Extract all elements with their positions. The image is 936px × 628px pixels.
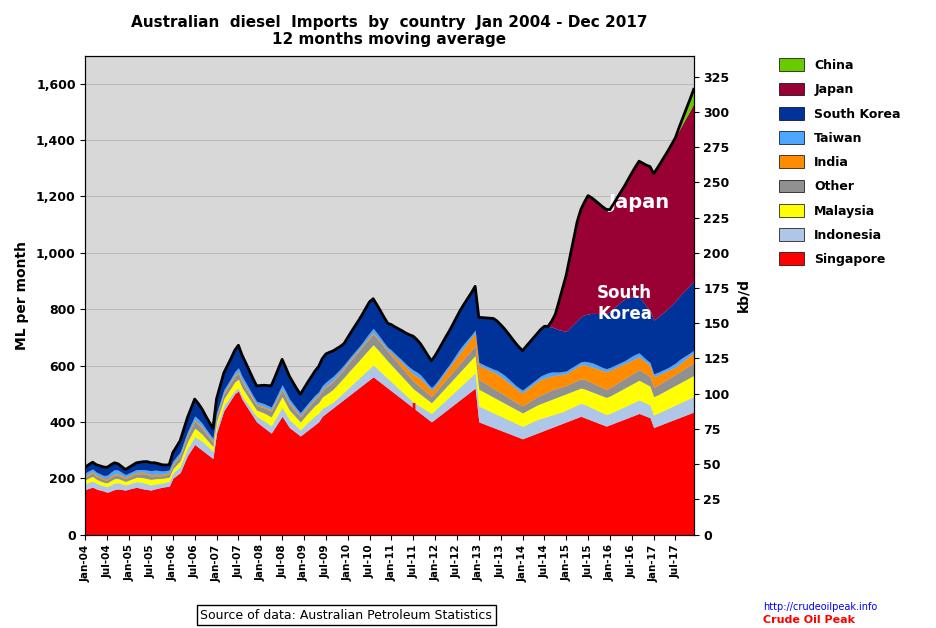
- Text: Crude Oil Peak: Crude Oil Peak: [763, 615, 855, 625]
- Text: Japan: Japan: [608, 193, 669, 212]
- Y-axis label: ML per month: ML per month: [15, 241, 29, 350]
- Text: http://crudeoilpeak.info: http://crudeoilpeak.info: [763, 602, 877, 612]
- Title: Australian  diesel  Imports  by  country  Jan 2004 - Dec 2017
12 months moving a: Australian diesel Imports by country Jan…: [131, 15, 648, 47]
- Y-axis label: kb/d: kb/d: [737, 278, 751, 312]
- Text: South
Korea: South Korea: [597, 284, 652, 323]
- Text: Diesel
imports from
Singapore: Diesel imports from Singapore: [335, 403, 447, 452]
- Text: Source of data: Australian Petroleum Statistics: Source of data: Australian Petroleum Sta…: [200, 609, 492, 622]
- Legend: China, Japan, South Korea, Taiwan, India, Other, Malaysia, Indonesia, Singapore: China, Japan, South Korea, Taiwan, India…: [773, 52, 907, 273]
